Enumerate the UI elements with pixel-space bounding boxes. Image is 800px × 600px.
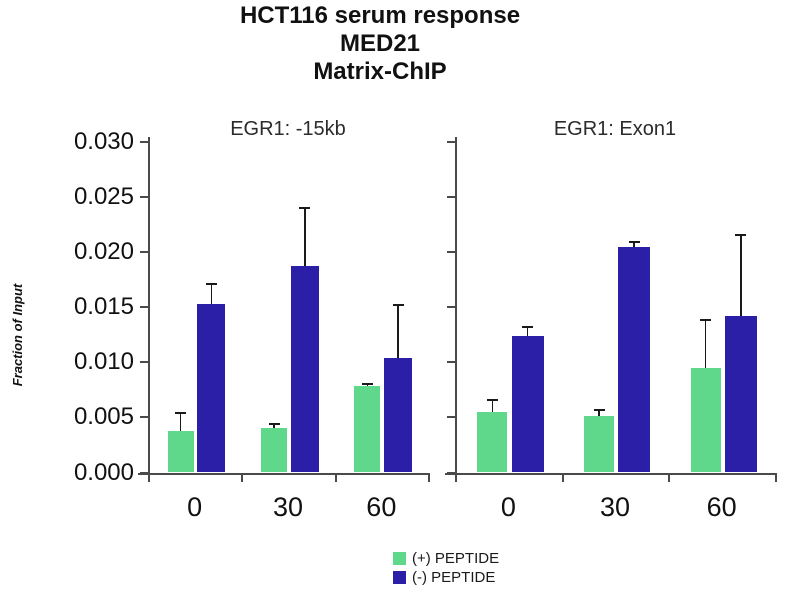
error-bar-stem (210, 283, 213, 304)
bar-plus-peptide (690, 367, 721, 473)
x-category-label: 30 (599, 492, 630, 522)
chart-title: HCT116 serum response MED21 Matrix-ChIP (0, 2, 760, 86)
error-bar-cap (700, 319, 712, 322)
x-category-label: 0 (500, 492, 516, 522)
y-axis-line (455, 137, 457, 482)
x-tick-mark (561, 472, 564, 482)
panel-title: EGR1: -15kb (230, 118, 346, 140)
y-tick-mark (447, 361, 455, 364)
error-bar-stem (598, 409, 600, 417)
error-bar-stem (633, 241, 635, 248)
y-tick-label: 0.025 (73, 182, 134, 210)
x-category-label: 0 (187, 492, 203, 522)
bar-plus-peptide (167, 430, 194, 473)
bar-minus-peptide (724, 315, 757, 473)
x-category-label: 60 (706, 492, 737, 522)
bar-plus-peptide (477, 411, 508, 473)
y-tick-mark (140, 195, 148, 198)
legend-item-plus-peptide: (+) PEPTIDE (393, 549, 499, 568)
legend-swatch-blue-icon (393, 571, 406, 584)
x-category-label: 60 (366, 492, 397, 522)
x-tick-mark (241, 472, 244, 482)
error-bar-cap (486, 398, 498, 401)
y-tick-mark (447, 416, 455, 419)
legend-label-plus-peptide: (+) PEPTIDE (412, 550, 500, 567)
y-tick-label: 0.010 (73, 348, 134, 376)
error-bar-stem (179, 412, 182, 431)
x-category-label: 30 (272, 492, 304, 522)
y-tick-mark (140, 471, 148, 474)
x-tick-mark (334, 472, 337, 482)
x-tick-mark (455, 472, 457, 482)
bar-plus-peptide (260, 428, 288, 473)
error-bar-stem (704, 320, 707, 368)
bar-plus-peptide (584, 416, 614, 473)
error-bar-cap (268, 422, 280, 425)
error-bar-cap (522, 325, 534, 328)
x-tick-mark (775, 472, 777, 482)
error-bar-cap (735, 234, 747, 237)
error-bar-stem (397, 304, 399, 358)
error-bar-cap (593, 408, 605, 411)
bar-minus-peptide (511, 335, 544, 473)
error-bar-cap (175, 411, 187, 414)
legend-label-minus-peptide: (-) PEPTIDE (412, 569, 496, 586)
y-axis-label: Fraction of Input (10, 283, 25, 387)
x-axis-line (445, 472, 775, 475)
chart-title-line2: MED21 (339, 30, 421, 57)
y-tick-label: 0.000 (73, 458, 134, 486)
error-bar-cap (628, 240, 640, 243)
y-axis-line (148, 137, 150, 482)
error-bar-stem (491, 399, 494, 412)
y-tick-mark (447, 306, 455, 308)
y-tick-label: 0.030 (73, 127, 134, 155)
bar-minus-peptide (290, 266, 319, 473)
chart-title-line3: Matrix-ChIP (313, 58, 447, 85)
legend: (+) PEPTIDE (-) PEPTIDE (393, 549, 499, 587)
x-axis-line (138, 472, 428, 475)
y-tick-mark (140, 250, 148, 253)
error-bar-stem (366, 384, 369, 387)
y-tick-label: 0.015 (73, 293, 134, 320)
y-tick-label: 0.005 (73, 403, 134, 431)
y-tick-mark (447, 195, 455, 198)
bar-minus-peptide (618, 247, 651, 473)
error-bar-stem (304, 207, 306, 267)
error-bar-cap (361, 383, 373, 386)
y-tick-mark (447, 250, 455, 253)
bar-plus-peptide (354, 386, 381, 473)
error-bar-cap (392, 303, 404, 306)
y-tick-mark (447, 471, 455, 474)
y-tick-label: 0.020 (73, 237, 134, 265)
x-tick-mark (428, 472, 430, 482)
x-tick-mark (668, 472, 671, 482)
y-tick-mark (140, 361, 148, 364)
error-bar-cap (205, 282, 217, 285)
chart-title-line1: HCT116 serum response (239, 2, 521, 29)
legend-item-minus-peptide: (-) PEPTIDE (393, 568, 499, 587)
bar-minus-peptide (197, 303, 226, 473)
x-tick-mark (148, 472, 150, 482)
legend-swatch-green-icon (393, 552, 406, 565)
error-bar-stem (740, 235, 742, 316)
y-tick-mark (140, 306, 148, 308)
y-tick-mark (140, 140, 148, 143)
error-bar-stem (526, 326, 529, 336)
y-tick-mark (447, 140, 455, 143)
panel-title: EGR1: Exon1 (553, 118, 677, 140)
bar-minus-peptide (384, 357, 413, 473)
error-bar-stem (273, 423, 275, 429)
error-bar-cap (299, 206, 311, 209)
y-tick-mark (140, 416, 148, 419)
